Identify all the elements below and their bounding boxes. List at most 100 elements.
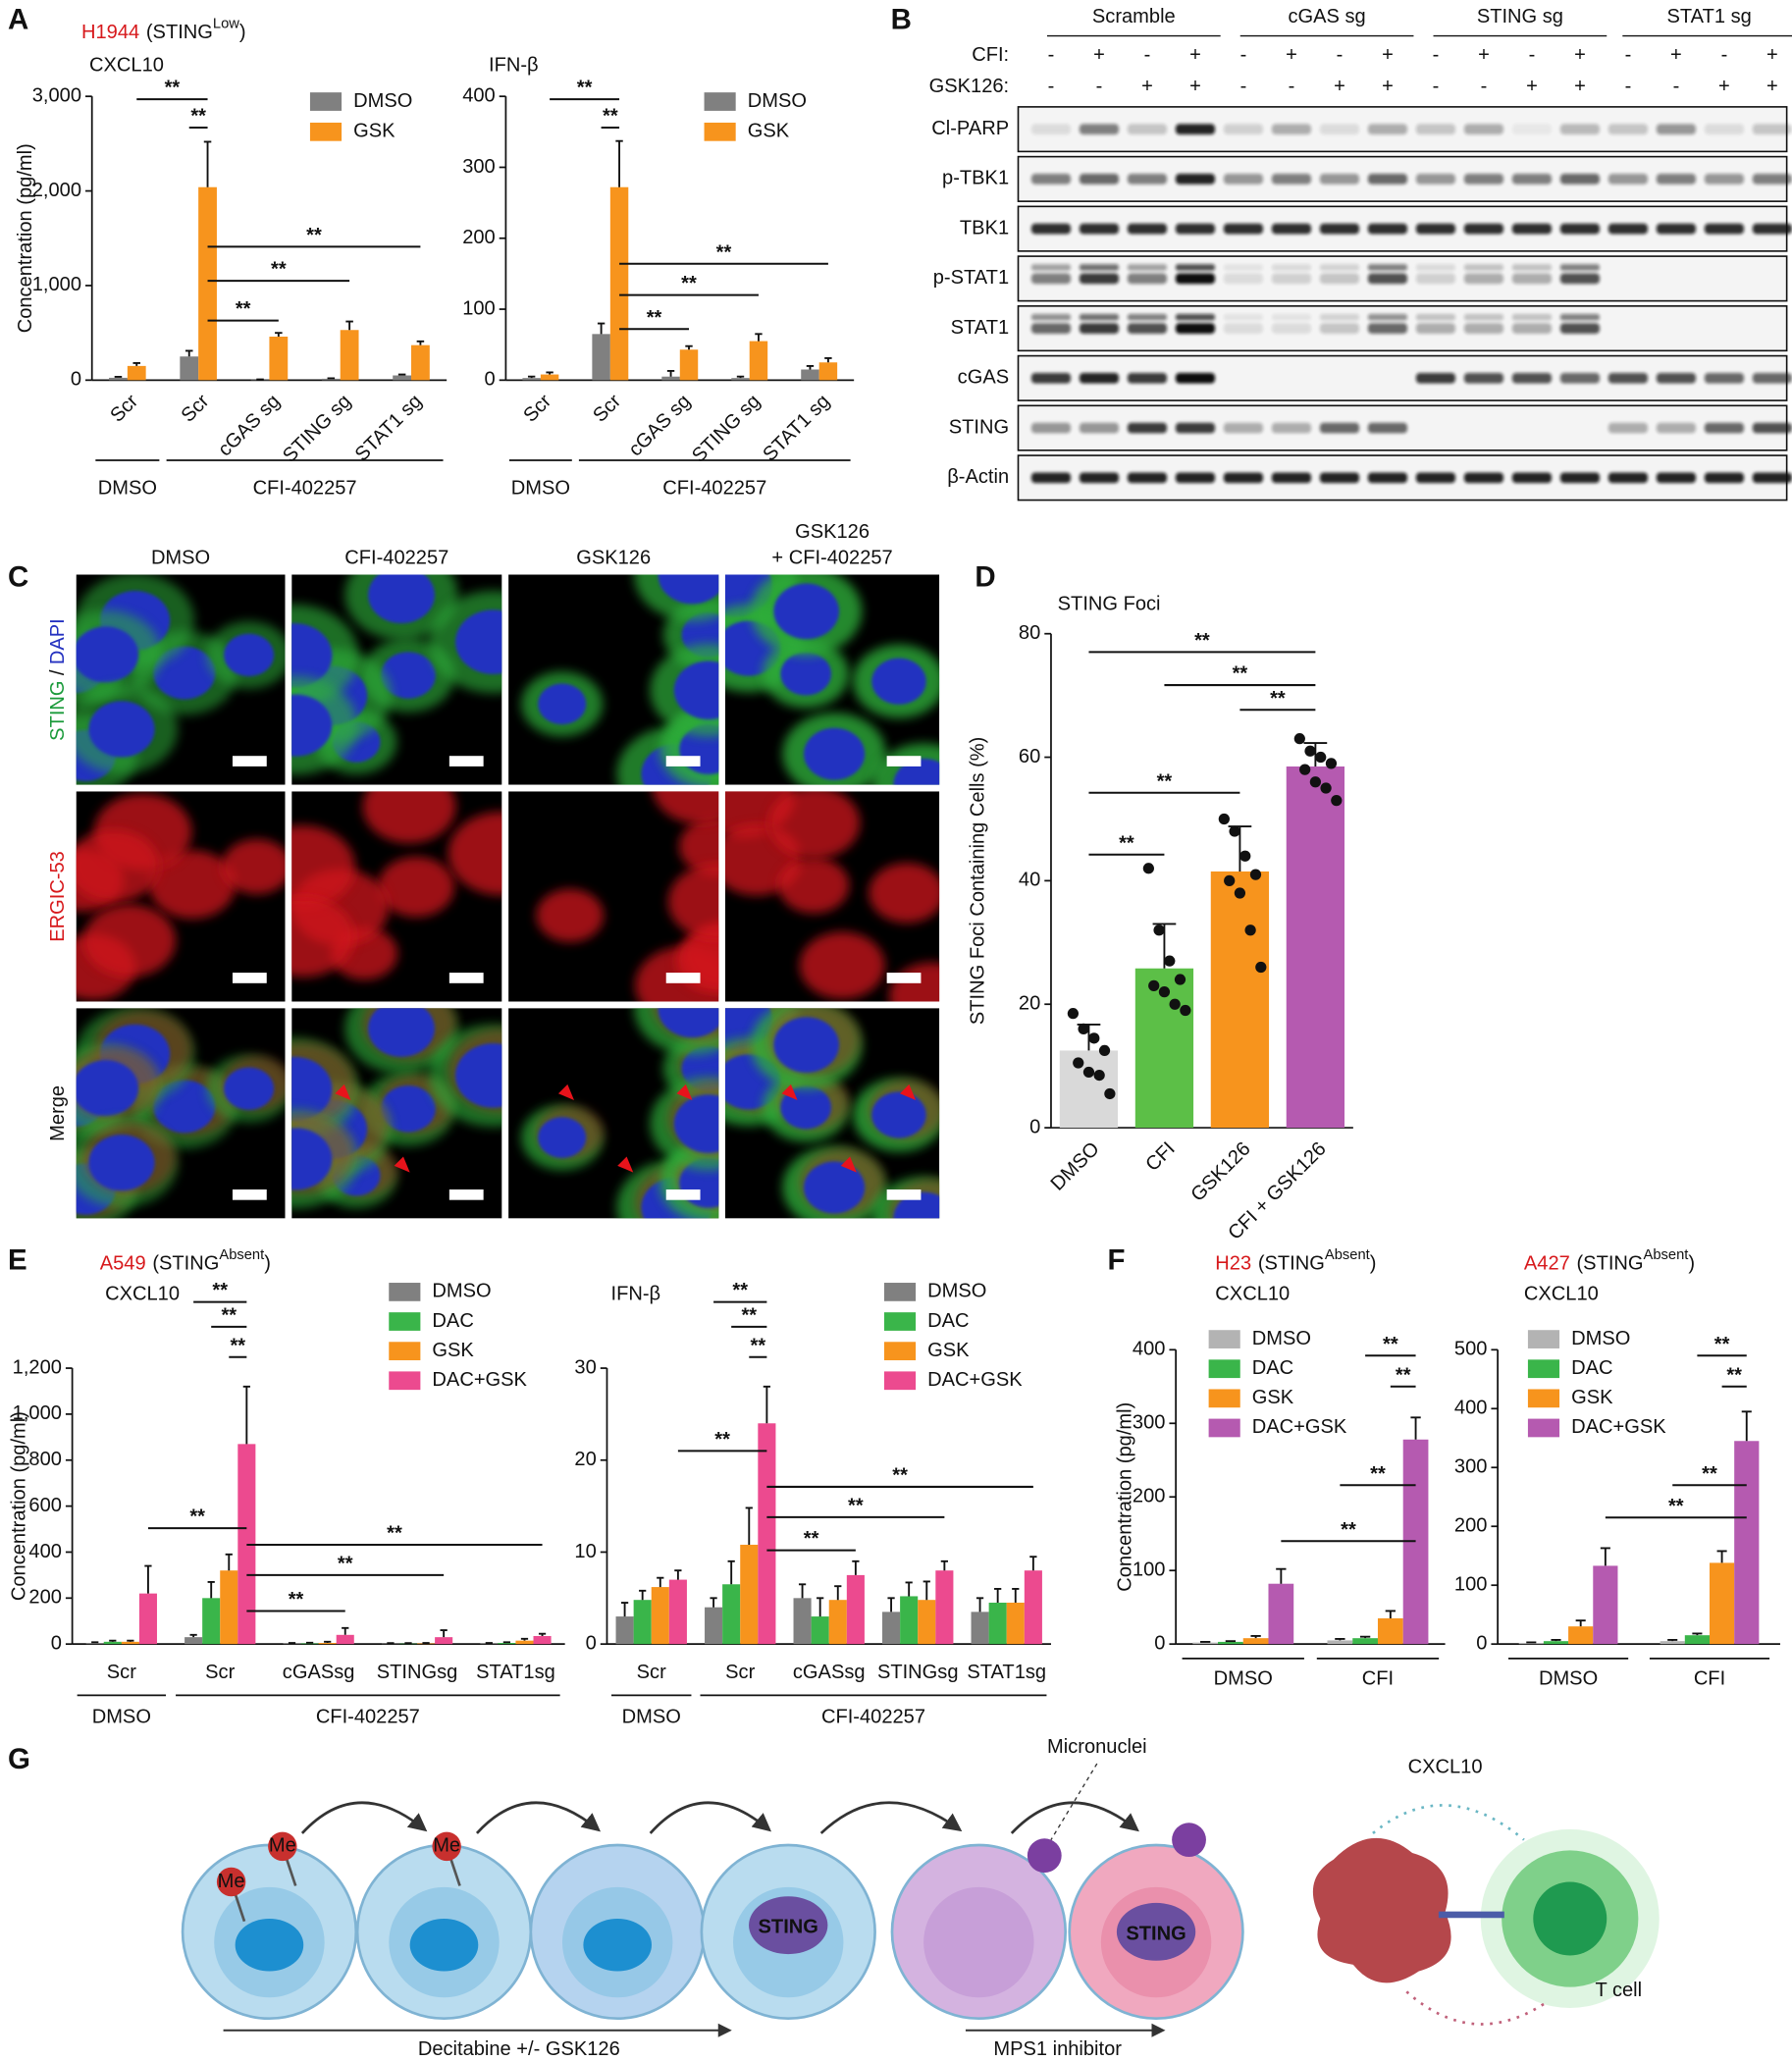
bar (1734, 1441, 1760, 1645)
blot-sign: + (1286, 44, 1297, 66)
blot-sign: + (1141, 76, 1153, 97)
error-bar (1029, 1556, 1037, 1571)
title-marker: (STING (1577, 1253, 1644, 1275)
blot-sign: + (1382, 76, 1394, 97)
blot-band (1271, 323, 1312, 334)
y-tick-label: 0 (1029, 1116, 1040, 1137)
data-point (1158, 986, 1171, 998)
data-point (1229, 825, 1240, 837)
error-bar (1741, 1410, 1752, 1442)
blot-band (1271, 472, 1312, 484)
blot-band (1079, 223, 1120, 235)
bar (336, 1634, 354, 1645)
blot-band (1127, 472, 1168, 484)
row-label-part: STING (48, 680, 70, 740)
chart-title: H23 (STINGAbsent) (1215, 1247, 1376, 1275)
legend-swatch (389, 1283, 421, 1301)
legend-swatch (883, 1312, 917, 1331)
legend-label: DMSO (748, 90, 807, 112)
nucleus (773, 583, 839, 640)
blot-band (1559, 264, 1601, 271)
group-label: DMSO (511, 478, 570, 500)
legend-label: GSK (1252, 1387, 1294, 1408)
ergic-signal (869, 863, 940, 924)
significance-label: ** (212, 1280, 228, 1301)
bar (1024, 1570, 1042, 1645)
blot-band (1656, 174, 1697, 185)
micronuclei-label: Micronuclei (1047, 1736, 1147, 1758)
significance-label: ** (892, 1465, 908, 1487)
bar (318, 1643, 337, 1645)
significance-label: ** (603, 106, 618, 128)
error-bar (666, 370, 675, 377)
x-tick-label: Scr (178, 391, 214, 427)
blot-band (1079, 273, 1120, 285)
blot-sign: + (1766, 44, 1778, 66)
legend-swatch (883, 1283, 917, 1301)
nucleus (224, 1067, 275, 1110)
y-tick-label: 1,000 (32, 274, 81, 295)
blot-sign: - (1240, 76, 1247, 97)
panel-label: E (8, 1243, 27, 1276)
micronucleus (1172, 1823, 1206, 1858)
bar (1327, 1640, 1353, 1645)
data-point (1234, 887, 1246, 899)
y-tick-label: 0 (1154, 1632, 1165, 1654)
blot-sign: + (1189, 44, 1201, 66)
data-point (1174, 974, 1186, 985)
x-tick-label: cGASsg (283, 1662, 355, 1683)
error-bar (657, 1576, 664, 1588)
title-close: ) (1370, 1253, 1377, 1275)
blot-sign: - (1144, 44, 1151, 66)
blot-sign: + (1766, 76, 1778, 97)
nucleus (381, 652, 436, 699)
data-point (1169, 998, 1181, 1010)
error-bar (440, 1629, 448, 1638)
blot-band (1271, 124, 1312, 134)
title-cell-line: H1944 (81, 22, 139, 43)
blot-band (1127, 174, 1168, 185)
error-bar (305, 1641, 314, 1644)
nucleus (804, 727, 866, 780)
blot-band (1223, 323, 1264, 334)
y-tick-label: 80 (1019, 622, 1040, 644)
significance-label: ** (741, 1304, 757, 1326)
blot-sign: + (1478, 44, 1490, 66)
transition-arrow (649, 1801, 772, 1834)
blot-band (1559, 223, 1601, 235)
blot-band (1511, 124, 1553, 134)
blot-band (1415, 124, 1456, 134)
bar (127, 365, 146, 381)
error-bar (887, 1597, 895, 1612)
data-point (1224, 874, 1236, 887)
blot-band (1319, 323, 1360, 334)
significance-label: ** (1119, 832, 1134, 854)
title-close: ) (239, 22, 246, 43)
data-point (1067, 1008, 1080, 1020)
micronuclei-pointer (1050, 1763, 1098, 1840)
bar (1377, 1617, 1403, 1645)
chromatin (583, 1918, 652, 1972)
title-close: ) (264, 1253, 271, 1275)
significance-label: ** (221, 1304, 237, 1326)
significance-label: ** (1233, 663, 1248, 685)
blot-band (1367, 472, 1408, 484)
blot-band (1463, 124, 1504, 134)
error-bar (1716, 1550, 1727, 1563)
error-bar (520, 1637, 529, 1641)
blot-sign: + (1093, 44, 1105, 66)
y-tick-label: 300 (1133, 1412, 1166, 1434)
sting-cluster (1116, 1902, 1196, 1961)
blot-band (1367, 223, 1408, 235)
x-tick-label: Scr (519, 391, 555, 427)
error-bar (852, 1559, 860, 1575)
error-bar (1303, 742, 1328, 766)
bar (918, 1600, 936, 1645)
chart-title: A427 (STINGAbsent) (1524, 1247, 1695, 1275)
bar (1593, 1565, 1618, 1645)
x-tick-label: STAT1 sg (351, 391, 427, 466)
nucleus (455, 609, 502, 674)
bar (935, 1570, 954, 1645)
blot-sign: - (1337, 44, 1344, 66)
row-label: Merge (48, 1085, 70, 1141)
